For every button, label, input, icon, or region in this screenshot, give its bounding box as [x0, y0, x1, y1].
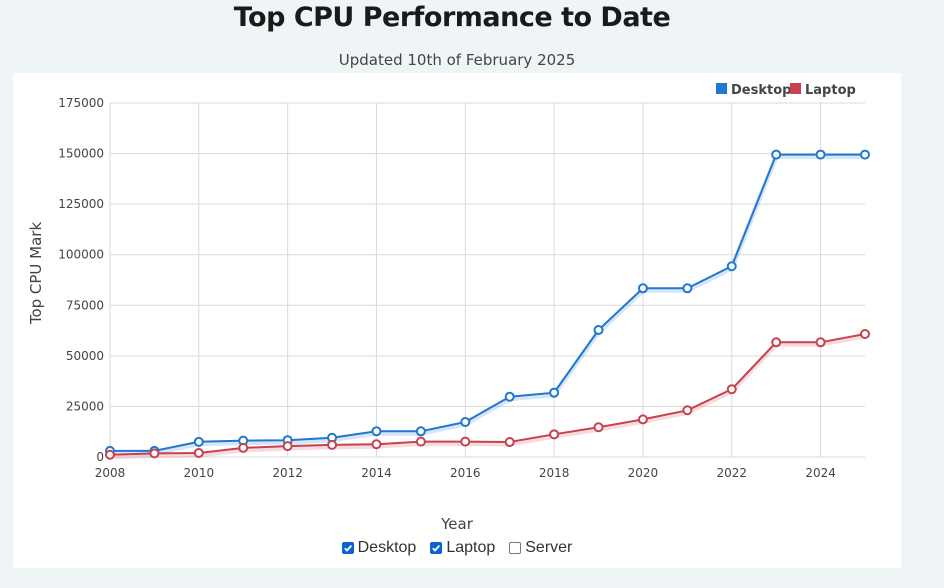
- data-point-desktop-2010[interactable]: [193, 436, 204, 447]
- x-tick-label: 2012: [272, 466, 303, 480]
- legend-item-desktop[interactable]: Desktop: [716, 83, 791, 98]
- legend-label-laptop: Laptop: [805, 83, 856, 98]
- data-point-laptop-2008[interactable]: [105, 449, 115, 460]
- data-point-desktop-2023[interactable]: [771, 149, 782, 160]
- data-point-desktop-2024[interactable]: [815, 149, 826, 160]
- toggle-label-desktop: Desktop: [357, 539, 417, 556]
- x-tick-label: 2016: [450, 466, 481, 480]
- x-tick-label: 2024: [805, 466, 836, 480]
- data-point-laptop-2009[interactable]: [149, 448, 160, 459]
- x-tick-label: 2014: [361, 466, 392, 480]
- y-tick-label: 125000: [58, 197, 104, 211]
- chart-card: [13, 73, 901, 568]
- data-point-laptop-2013[interactable]: [327, 439, 338, 450]
- data-point-laptop-2011[interactable]: [238, 442, 249, 453]
- page-subtitle: Updated 10th of February 2025: [338, 51, 576, 69]
- series-laptop: [105, 329, 870, 460]
- data-point-desktop-2021[interactable]: [682, 283, 693, 294]
- data-point-laptop-2020[interactable]: [637, 414, 648, 425]
- data-point-laptop-2022[interactable]: [726, 384, 737, 395]
- data-point-laptop-2024[interactable]: [815, 337, 826, 348]
- legend-label-desktop: Desktop: [731, 83, 791, 98]
- x-axis-title: Year: [440, 515, 474, 533]
- data-point-laptop-2025[interactable]: [860, 329, 870, 340]
- data-point-laptop-2016[interactable]: [460, 436, 471, 447]
- data-point-desktop-2020[interactable]: [637, 283, 648, 294]
- data-point-laptop-2010[interactable]: [193, 447, 204, 458]
- x-axis-ticks: 2008 2010 2012 2014 2016 2018 2020 2022 2024: [95, 466, 836, 480]
- toggle-label-server: Server: [525, 539, 573, 556]
- page-title: Top CPU Performance to Date: [233, 2, 671, 33]
- y-tick-label: 25000: [66, 399, 104, 413]
- series-line-shadow: [109, 333, 866, 460]
- y-tick-label: 100000: [58, 248, 104, 262]
- data-point-laptop-2023[interactable]: [771, 337, 782, 348]
- data-point-desktop-2022[interactable]: [726, 261, 737, 272]
- toggle-desktop[interactable]: Desktop: [341, 539, 417, 557]
- data-point-laptop-2018[interactable]: [549, 429, 560, 440]
- data-point-laptop-2019[interactable]: [593, 422, 604, 433]
- y-tick-label: 0: [96, 450, 104, 464]
- toggle-label-laptop: Laptop: [446, 539, 496, 556]
- data-point-laptop-2012[interactable]: [282, 441, 293, 452]
- series-desktop: [105, 149, 870, 456]
- toggle-server[interactable]: Server: [509, 539, 572, 557]
- x-tick-label: 2022: [716, 466, 747, 480]
- y-tick-label: 50000: [66, 349, 104, 363]
- series-line-laptop: [109, 333, 866, 456]
- toggle-laptop[interactable]: Laptop: [430, 539, 495, 557]
- data-point-desktop-2015[interactable]: [415, 426, 426, 437]
- data-point-desktop-2019[interactable]: [593, 324, 604, 335]
- data-point-desktop-2017[interactable]: [504, 391, 515, 402]
- data-point-laptop-2017[interactable]: [504, 437, 515, 448]
- x-tick-label: 2020: [628, 466, 659, 480]
- legend-item-laptop[interactable]: Laptop: [790, 83, 856, 98]
- data-point-desktop-2025[interactable]: [860, 149, 870, 160]
- y-tick-label: 75000: [66, 298, 104, 312]
- data-point-laptop-2015[interactable]: [415, 436, 426, 447]
- x-tick-label: 2018: [539, 466, 570, 480]
- series-group: [105, 149, 870, 460]
- data-point-desktop-2014[interactable]: [371, 426, 382, 437]
- data-point-laptop-2014[interactable]: [371, 439, 382, 450]
- x-tick-label: 2010: [184, 466, 215, 480]
- y-tick-label: 150000: [58, 147, 104, 161]
- series-toggles: Desktop Laptop Server: [0, 539, 914, 557]
- x-tick-label: 2008: [95, 466, 126, 480]
- gridlines: [109, 102, 865, 458]
- y-axis-ticks: 0 25000 50000 75000 100000 125000 150000 175000: [58, 96, 104, 464]
- legend-swatch-laptop: [790, 83, 801, 94]
- checkbox-desktop[interactable]: [341, 542, 354, 554]
- y-axis-title: Top CPU Mark: [27, 222, 45, 326]
- data-point-desktop-2016[interactable]: [460, 417, 471, 428]
- checkmark-icon: [432, 544, 441, 552]
- checkmark-icon: [343, 544, 352, 552]
- legend: Desktop Laptop: [716, 83, 856, 98]
- checkbox-laptop[interactable]: [430, 542, 443, 554]
- series-line-desktop: [110, 153, 865, 452]
- y-tick-label: 175000: [58, 96, 104, 110]
- checkbox-server[interactable]: [509, 542, 522, 554]
- data-point-desktop-2018[interactable]: [549, 387, 560, 398]
- data-point-laptop-2021[interactable]: [682, 405, 693, 416]
- legend-swatch-desktop: [716, 83, 727, 94]
